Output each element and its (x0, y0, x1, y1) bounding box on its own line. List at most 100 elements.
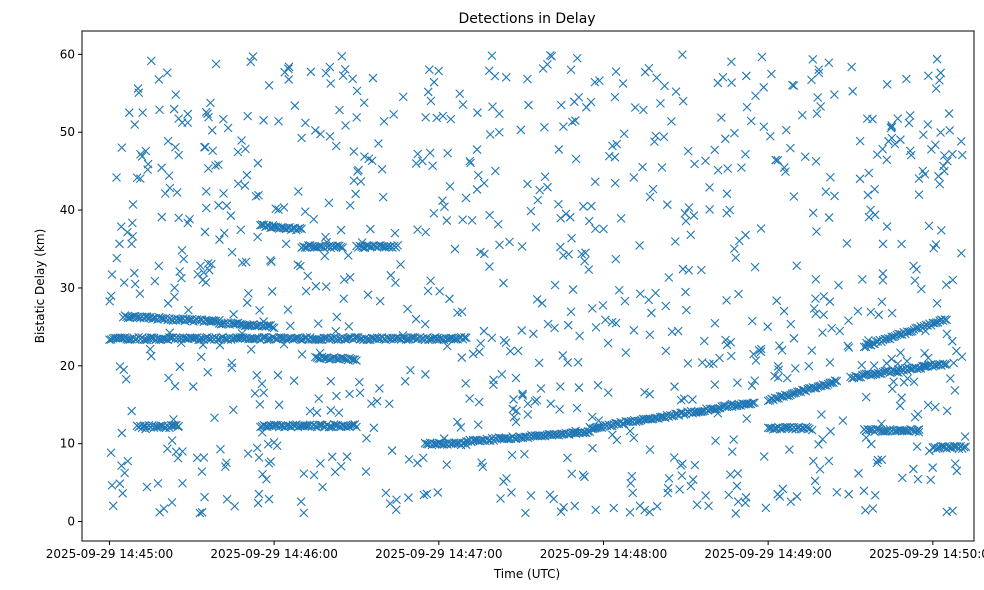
data-point (747, 381, 757, 390)
data-point (811, 309, 821, 319)
data-point (571, 154, 581, 164)
data-point (818, 434, 827, 444)
data-point (384, 399, 394, 409)
data-point (348, 74, 358, 84)
data-point (472, 145, 482, 154)
data-point (428, 161, 438, 171)
data-point (178, 447, 187, 456)
data-point (246, 57, 256, 67)
data-point (696, 407, 706, 417)
data-point (315, 458, 325, 468)
data-point (521, 508, 530, 518)
data-point (790, 363, 800, 373)
data-point (352, 422, 361, 432)
data-point (566, 65, 576, 75)
data-point (645, 445, 655, 455)
data-point (341, 422, 351, 432)
data-point (660, 413, 670, 423)
data-point (130, 279, 140, 289)
data-point (201, 333, 210, 343)
data-point (393, 240, 403, 250)
data-point (827, 323, 837, 333)
data-point (742, 102, 752, 112)
data-point (800, 152, 810, 162)
data-point (543, 182, 552, 192)
data-point (135, 174, 145, 184)
data-point (170, 283, 179, 293)
data-point (662, 200, 672, 210)
data-point (868, 504, 878, 513)
data-point (306, 67, 316, 77)
data-point (768, 425, 778, 434)
data-point (508, 404, 518, 414)
data-point (468, 349, 478, 359)
data-point (343, 421, 353, 431)
data-point (638, 162, 647, 172)
data-point (916, 284, 926, 294)
data-point (909, 261, 918, 271)
data-point (896, 348, 905, 358)
data-point (211, 59, 221, 69)
data-point (741, 230, 750, 240)
data-point (887, 308, 897, 318)
data-point (767, 69, 776, 79)
data-point (268, 323, 277, 332)
data-point (787, 389, 797, 398)
data-point (172, 187, 182, 197)
data-point (748, 398, 758, 408)
data-point (455, 89, 465, 99)
data-point (572, 53, 582, 63)
data-point (852, 372, 862, 382)
data-point (117, 428, 127, 438)
data-point (429, 77, 439, 87)
data-point (732, 401, 742, 411)
data-point (311, 281, 321, 291)
data-point (420, 319, 430, 329)
data-point (132, 173, 142, 183)
data-point (731, 509, 741, 518)
data-point (382, 241, 392, 251)
data-point (620, 296, 630, 306)
data-point (722, 189, 732, 199)
data-point (681, 305, 691, 315)
y-tick-label: 60 (60, 47, 75, 61)
data-point (349, 147, 359, 156)
y-tick-label: 0 (67, 515, 75, 529)
data-point (741, 71, 751, 81)
data-point (169, 292, 179, 302)
data-point (391, 333, 401, 343)
data-point (910, 412, 920, 422)
data-point (451, 439, 461, 448)
data-point (628, 488, 638, 498)
data-point (650, 137, 659, 147)
data-point (513, 346, 523, 356)
data-point (819, 310, 829, 320)
data-point (326, 406, 336, 415)
data-point (443, 148, 453, 158)
data-point (250, 389, 260, 398)
data-point (312, 408, 322, 418)
data-point (523, 399, 533, 409)
data-point (523, 74, 532, 84)
data-point (243, 449, 253, 459)
data-point (352, 356, 361, 365)
data-point (195, 508, 205, 518)
data-point (299, 508, 309, 518)
data-point (119, 365, 129, 375)
data-point (426, 276, 436, 286)
data-point (835, 326, 845, 336)
data-point (163, 136, 173, 146)
data-point (618, 79, 628, 88)
data-point (203, 367, 213, 377)
data-point (167, 436, 177, 445)
data-point (785, 143, 795, 153)
data-point (107, 480, 117, 490)
data-point (792, 261, 802, 271)
data-point (555, 404, 564, 414)
data-point (652, 501, 662, 511)
data-point (701, 156, 710, 166)
data-point (335, 105, 344, 115)
data-points (105, 50, 971, 518)
data-point (903, 374, 912, 383)
data-point (741, 492, 751, 502)
